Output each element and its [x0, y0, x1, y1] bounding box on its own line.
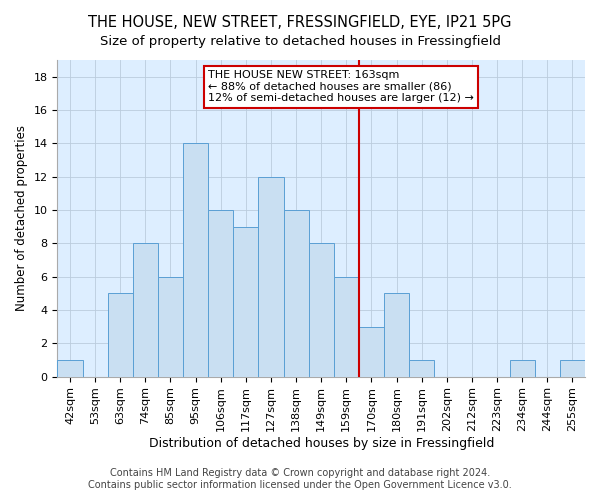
Bar: [308, 244, 334, 376]
Text: THE HOUSE, NEW STREET, FRESSINGFIELD, EYE, IP21 5PG: THE HOUSE, NEW STREET, FRESSINGFIELD, EY…: [88, 15, 512, 30]
Bar: [158, 276, 183, 376]
Bar: [208, 210, 233, 376]
Bar: [334, 276, 359, 376]
Bar: [107, 294, 133, 376]
Bar: [359, 326, 384, 376]
Bar: [384, 294, 409, 376]
Bar: [133, 244, 158, 376]
X-axis label: Distribution of detached houses by size in Fressingfield: Distribution of detached houses by size …: [149, 437, 494, 450]
Bar: [233, 226, 259, 376]
Text: THE HOUSE NEW STREET: 163sqm
← 88% of detached houses are smaller (86)
12% of se: THE HOUSE NEW STREET: 163sqm ← 88% of de…: [208, 70, 474, 103]
Text: Size of property relative to detached houses in Fressingfield: Size of property relative to detached ho…: [100, 35, 500, 48]
Bar: [58, 360, 83, 376]
Bar: [284, 210, 308, 376]
Bar: [509, 360, 535, 376]
Bar: [409, 360, 434, 376]
Bar: [259, 176, 284, 376]
Y-axis label: Number of detached properties: Number of detached properties: [15, 126, 28, 312]
Bar: [560, 360, 585, 376]
Text: Contains HM Land Registry data © Crown copyright and database right 2024.
Contai: Contains HM Land Registry data © Crown c…: [88, 468, 512, 490]
Bar: [183, 144, 208, 376]
